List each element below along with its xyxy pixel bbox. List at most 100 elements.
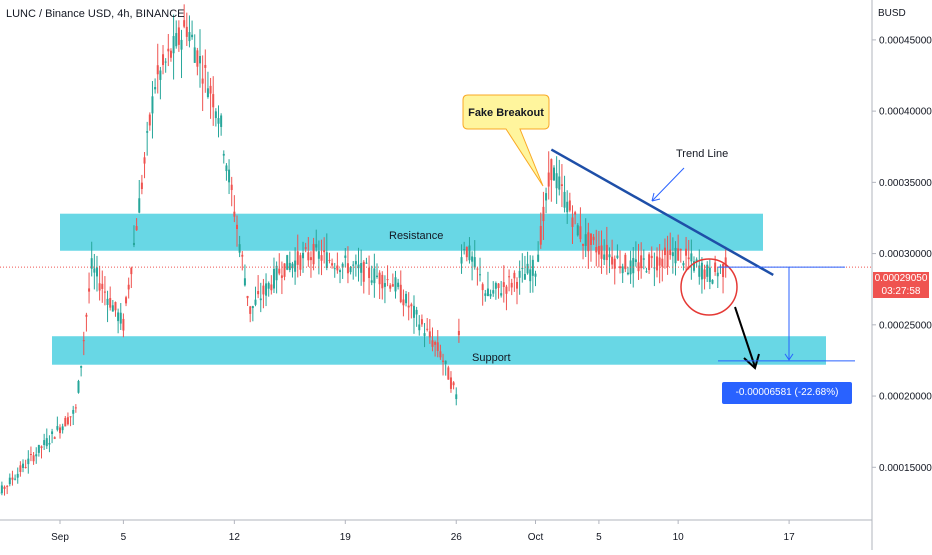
candle-body <box>550 159 552 180</box>
candle-body <box>6 486 8 487</box>
y-tick-label: 0.00025000 <box>879 320 932 331</box>
x-tick-label: 10 <box>673 532 685 543</box>
candle-body <box>577 225 579 235</box>
candle-body <box>239 244 241 253</box>
candle-body <box>48 443 50 445</box>
candle-body <box>247 296 249 298</box>
candle-body <box>196 50 198 66</box>
candle-body <box>70 416 72 417</box>
candle-body <box>355 261 357 264</box>
candle-body <box>582 244 584 246</box>
candle-body <box>453 382 455 385</box>
candle-body <box>616 256 618 258</box>
candle-body <box>22 464 24 468</box>
candle-body <box>122 319 124 331</box>
candle-body <box>445 361 447 364</box>
candle-body <box>495 283 497 289</box>
candle-body <box>218 118 220 124</box>
candle-body <box>545 193 547 200</box>
candle-body <box>210 86 212 94</box>
candle-body <box>384 283 386 287</box>
candle-body <box>112 305 114 311</box>
y-tick-label: 0.00030000 <box>879 249 932 260</box>
candle-body <box>682 263 684 265</box>
x-tick-label: 26 <box>451 532 463 543</box>
candle-body <box>321 255 323 261</box>
candle-body <box>482 284 484 290</box>
candle-body <box>339 270 341 272</box>
candle-body <box>270 284 272 290</box>
y-tick-label: 0.00020000 <box>879 392 932 403</box>
candle-body <box>402 299 404 305</box>
candle-body <box>51 431 53 434</box>
candle-body <box>363 262 365 282</box>
candle-body <box>88 288 90 291</box>
candle-body <box>96 267 98 276</box>
candle-body <box>101 284 103 289</box>
candle-body <box>297 251 299 265</box>
candle-body <box>204 65 206 68</box>
candle-body <box>225 165 227 171</box>
candle-body <box>535 274 537 277</box>
candle-body <box>35 454 37 456</box>
candle-body <box>167 49 169 52</box>
candle-body <box>640 255 642 268</box>
candle-body <box>85 315 87 317</box>
candle-body <box>331 263 333 265</box>
x-tick-label: 5 <box>121 532 127 543</box>
candle-body <box>431 340 433 347</box>
candle-body <box>603 255 605 260</box>
candle-body <box>524 274 526 280</box>
candle-body <box>463 249 465 250</box>
candle-body <box>1 485 3 493</box>
candle-body <box>109 298 111 308</box>
candle-body <box>117 312 119 321</box>
symbol-title[interactable]: LUNC / Binance USD, 4h, BINANCE <box>6 8 185 20</box>
candle-body <box>513 273 515 278</box>
candle-body <box>194 47 196 62</box>
candle-body <box>25 467 27 468</box>
bar-countdown: 03:27:58 <box>873 285 929 298</box>
y-tick-label: 0.00015000 <box>879 463 932 474</box>
candle-body <box>162 54 164 65</box>
candle-body <box>619 266 621 268</box>
candle-body <box>146 131 148 133</box>
candle-body <box>387 279 389 280</box>
x-tick-label: Oct <box>528 532 544 543</box>
last-price-tag: 0.00029050 <box>873 272 929 285</box>
candle-body <box>556 173 558 188</box>
candle-body <box>207 88 209 97</box>
candle-body <box>635 259 637 262</box>
candle-body <box>566 202 568 212</box>
y-tick-label: 0.00035000 <box>879 178 932 189</box>
candle-body <box>661 259 663 267</box>
candle-body <box>418 324 420 330</box>
candle-body <box>286 255 288 270</box>
candle-body <box>439 351 441 357</box>
candle-body <box>558 177 560 190</box>
candle-body <box>183 20 185 27</box>
candle-body <box>165 62 167 63</box>
candle-body <box>511 283 513 288</box>
candle-body <box>46 438 48 446</box>
candle-body <box>410 304 412 306</box>
candle-body <box>527 264 529 274</box>
candle-body <box>476 269 478 270</box>
candle-body <box>125 297 127 303</box>
candle-body <box>585 234 587 246</box>
x-tick-label: Sep <box>51 532 69 543</box>
candle-body <box>120 313 122 324</box>
candle-body <box>352 265 354 266</box>
trend-line-pointer <box>652 168 684 201</box>
candle-body <box>133 243 135 245</box>
candle-body <box>466 247 468 257</box>
candle-body <box>474 257 476 267</box>
candle-body <box>77 381 79 393</box>
candle-body <box>371 280 373 282</box>
candle-body <box>17 474 19 478</box>
candle-body <box>4 487 6 489</box>
candle-body <box>394 277 396 291</box>
candle-body <box>260 299 262 301</box>
